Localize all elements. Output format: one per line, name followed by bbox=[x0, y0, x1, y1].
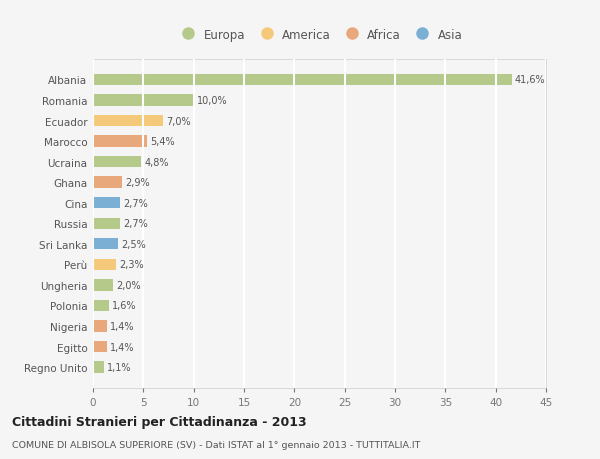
Bar bbox=[93, 259, 116, 270]
Bar bbox=[93, 362, 104, 373]
Text: 1,1%: 1,1% bbox=[107, 362, 131, 372]
Text: 4,8%: 4,8% bbox=[145, 157, 169, 167]
Bar bbox=[93, 218, 120, 230]
Text: 10,0%: 10,0% bbox=[197, 96, 227, 106]
Text: 7,0%: 7,0% bbox=[166, 116, 191, 126]
Bar bbox=[93, 300, 109, 311]
Bar bbox=[93, 341, 107, 353]
Bar bbox=[93, 116, 163, 127]
Bar bbox=[93, 136, 148, 147]
Bar bbox=[93, 198, 120, 209]
Bar bbox=[93, 157, 142, 168]
Bar bbox=[93, 321, 107, 332]
Text: COMUNE DI ALBISOLA SUPERIORE (SV) - Dati ISTAT al 1° gennaio 2013 - TUTTITALIA.I: COMUNE DI ALBISOLA SUPERIORE (SV) - Dati… bbox=[12, 440, 421, 449]
Text: 2,5%: 2,5% bbox=[121, 239, 146, 249]
Text: 5,4%: 5,4% bbox=[151, 137, 175, 147]
Bar bbox=[93, 95, 194, 106]
Bar bbox=[93, 75, 512, 86]
Text: 1,6%: 1,6% bbox=[112, 301, 137, 311]
Text: 1,4%: 1,4% bbox=[110, 321, 134, 331]
Text: 2,0%: 2,0% bbox=[116, 280, 141, 290]
Text: 2,3%: 2,3% bbox=[119, 260, 144, 270]
Text: 2,9%: 2,9% bbox=[125, 178, 150, 188]
Text: Cittadini Stranieri per Cittadinanza - 2013: Cittadini Stranieri per Cittadinanza - 2… bbox=[12, 415, 307, 428]
Text: 2,7%: 2,7% bbox=[123, 219, 148, 229]
Text: 2,7%: 2,7% bbox=[123, 198, 148, 208]
Legend: Europa, America, Africa, Asia: Europa, America, Africa, Asia bbox=[174, 26, 465, 44]
Text: 1,4%: 1,4% bbox=[110, 342, 134, 352]
Bar bbox=[93, 177, 122, 188]
Text: 41,6%: 41,6% bbox=[515, 75, 545, 85]
Bar bbox=[93, 280, 113, 291]
Bar bbox=[93, 239, 118, 250]
